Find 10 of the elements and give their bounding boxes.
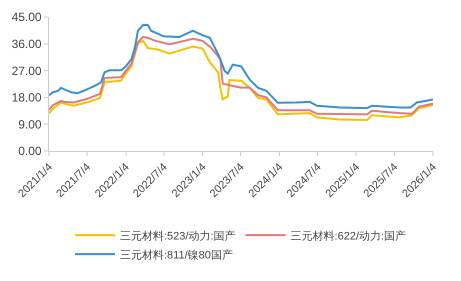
y-tick-label: 9.00 xyxy=(18,117,42,132)
legend-label: 三元材料:811/镍80国产 xyxy=(120,248,233,262)
legend-label: 三元材料:622/动力:国产 xyxy=(290,229,406,242)
y-tick-label: 45.00 xyxy=(12,10,42,24)
y-tick-label: 18.00 xyxy=(12,90,42,105)
line-series xyxy=(49,24,433,110)
y-tick-label: 27.00 xyxy=(12,64,42,78)
y-tick-label: 36.00 xyxy=(12,37,42,51)
y-tick-label: 0.00 xyxy=(18,144,42,158)
legend-label: 三元材料:523/动力:国产 xyxy=(120,229,236,242)
